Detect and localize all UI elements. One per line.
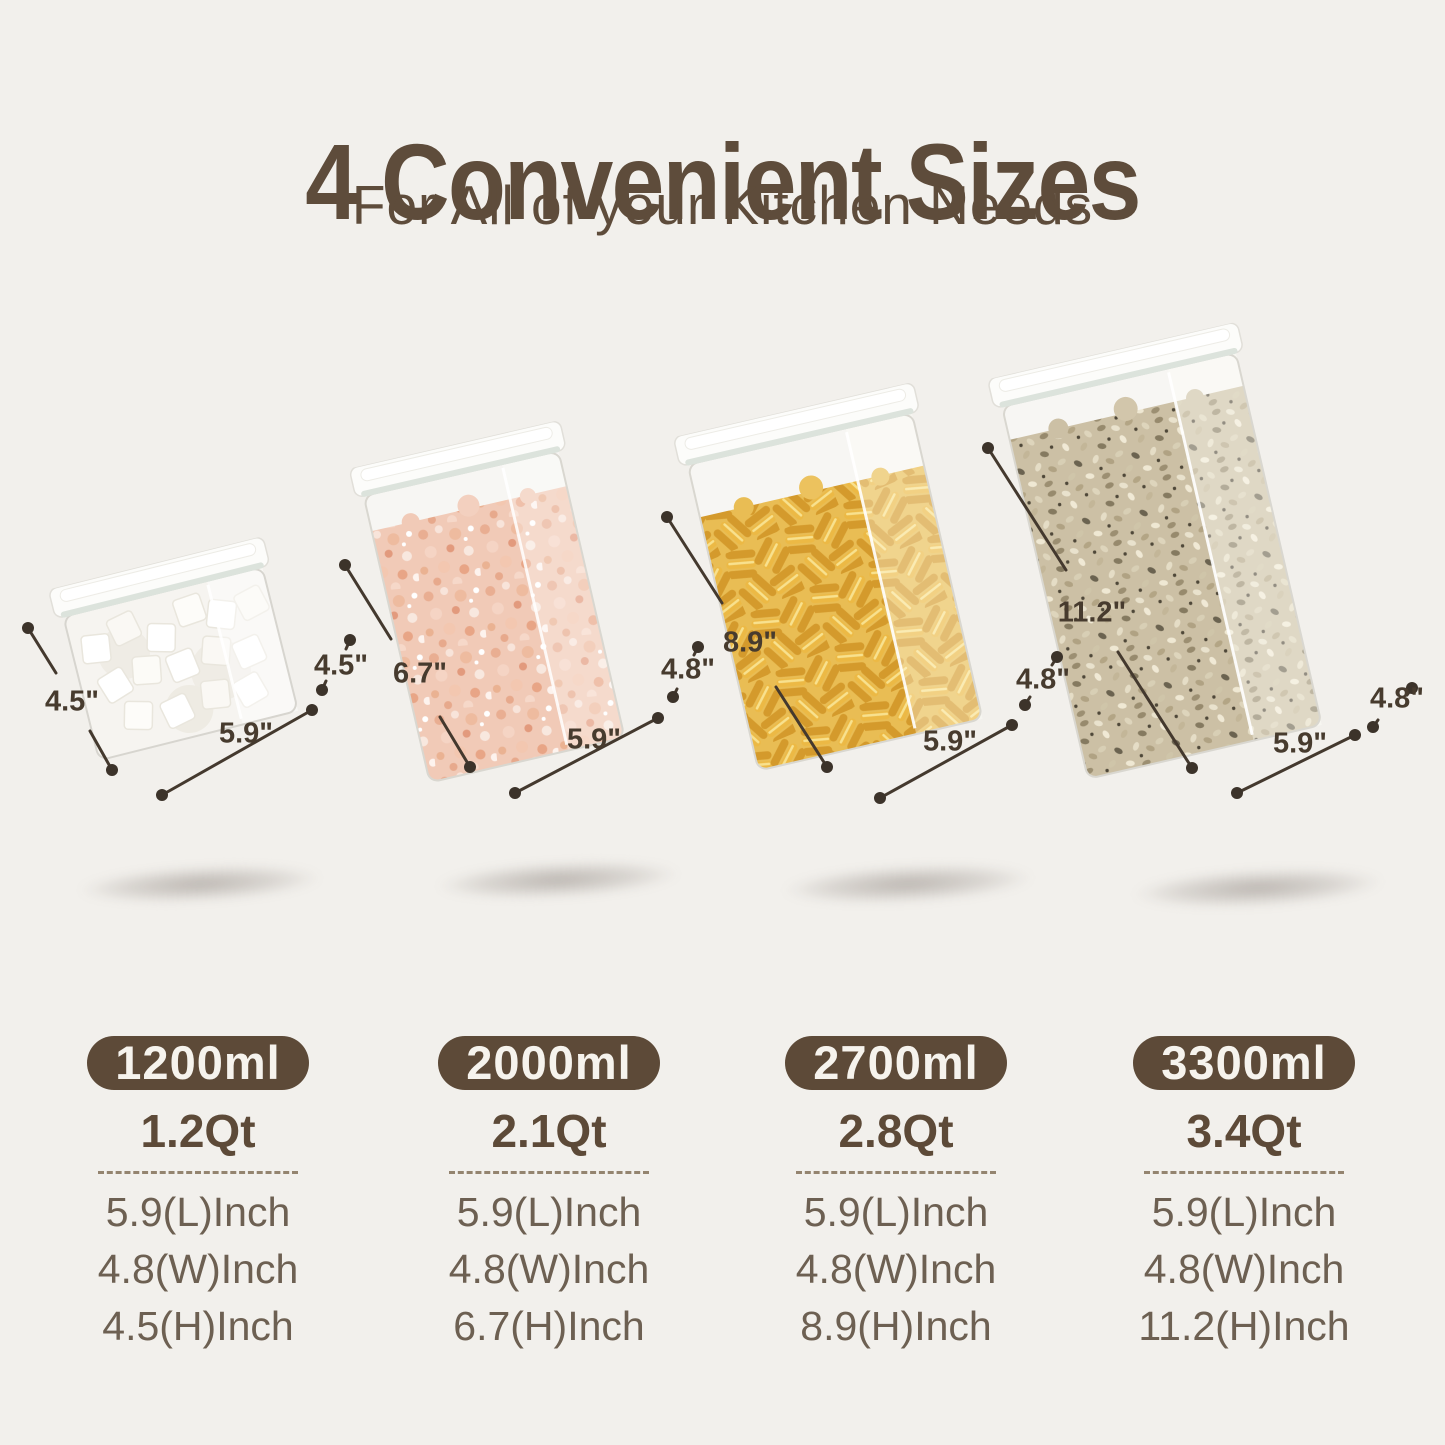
- width-dimension-label-3: 4.8": [1015, 663, 1071, 696]
- volume-badge: 2700ml: [785, 1036, 1007, 1090]
- page-title: 4 Convenient Sizes: [305, 121, 1141, 243]
- dashed-divider: [1144, 1170, 1344, 1174]
- height-dimension-label-3: 8.9": [722, 626, 778, 659]
- spec-height: 11.2(H)Inch: [1138, 1302, 1350, 1349]
- volume-badge: 2000ml: [438, 1036, 660, 1090]
- height-dimension-label-1: 4.5": [44, 685, 100, 718]
- dashed-divider: [796, 1170, 996, 1174]
- page-subtitle: For All of your Kitchen Needs: [351, 174, 1094, 236]
- spec-column-1200ml: 1200ml 1.2Qt 5.9(L)Inch 4.8(W)Inch 4.5(H…: [38, 1036, 358, 1355]
- dashed-divider: [98, 1170, 298, 1174]
- length-dimension-label-3: 5.9": [922, 725, 978, 758]
- length-dimension-label-1: 5.9": [218, 717, 274, 750]
- width-dimension-label-1: 4.5": [313, 649, 369, 682]
- spec-width: 4.8(W)Inch: [97, 1245, 299, 1292]
- height-dimension-label-2: 6.7": [392, 657, 448, 690]
- spec-length: 5.9(L)Inch: [105, 1188, 291, 1235]
- spec-height: 4.5(H)Inch: [102, 1302, 294, 1349]
- oats-container-graphic: [988, 322, 1322, 779]
- volume-badge: 1200ml: [87, 1036, 309, 1090]
- spec-width: 4.8(W)Inch: [1143, 1245, 1345, 1292]
- spec-height: 6.7(H)Inch: [453, 1302, 645, 1349]
- volume-badge: 3300ml: [1133, 1036, 1355, 1090]
- quart-label: 3.4Qt: [1186, 1105, 1302, 1157]
- oats-container-photo: [986, 321, 1335, 794]
- spec-width: 4.8(W)Inch: [795, 1245, 997, 1292]
- quart-label: 2.8Qt: [838, 1105, 954, 1157]
- container-shadow: [1086, 854, 1430, 922]
- quart-label: 2.1Qt: [491, 1105, 607, 1157]
- spec-length: 5.9(L)Inch: [456, 1188, 642, 1235]
- dashed-divider: [449, 1170, 649, 1174]
- spec-width: 4.8(W)Inch: [448, 1245, 650, 1292]
- spec-length: 5.9(L)Inch: [803, 1188, 989, 1235]
- container-shadow: [736, 850, 1080, 918]
- spec-length: 5.9(L)Inch: [1151, 1188, 1337, 1235]
- quart-label: 1.2Qt: [140, 1105, 256, 1157]
- height-dimension-label-4: 11.2": [1057, 596, 1127, 629]
- pasta-container-photo: [671, 381, 994, 783]
- width-dimension-label-2: 4.8": [660, 653, 716, 686]
- container-shadow: [391, 847, 725, 913]
- length-dimension-label-4: 5.9": [1272, 727, 1328, 760]
- spec-column-3300ml: 3300ml 3.4Qt 5.9(L)Inch 4.8(W)Inch 11.2(…: [1084, 1036, 1404, 1355]
- spec-column-2700ml: 2700ml 2.8Qt 5.9(L)Inch 4.8(W)Inch 8.9(H…: [736, 1036, 1056, 1355]
- pasta-container-graphic: [674, 382, 983, 771]
- length-dimension-label-2: 5.9": [566, 723, 622, 756]
- width-dimension-label-4: 4.8": [1369, 682, 1425, 715]
- pink-salt-container-photo: [347, 420, 637, 796]
- container-shadow: [33, 851, 367, 917]
- spec-height: 8.9(H)Inch: [800, 1302, 992, 1349]
- spec-column-2000ml: 2000ml 2.1Qt 5.9(L)Inch 4.8(W)Inch 6.7(H…: [389, 1036, 709, 1355]
- salt-container-graphic: [349, 420, 625, 783]
